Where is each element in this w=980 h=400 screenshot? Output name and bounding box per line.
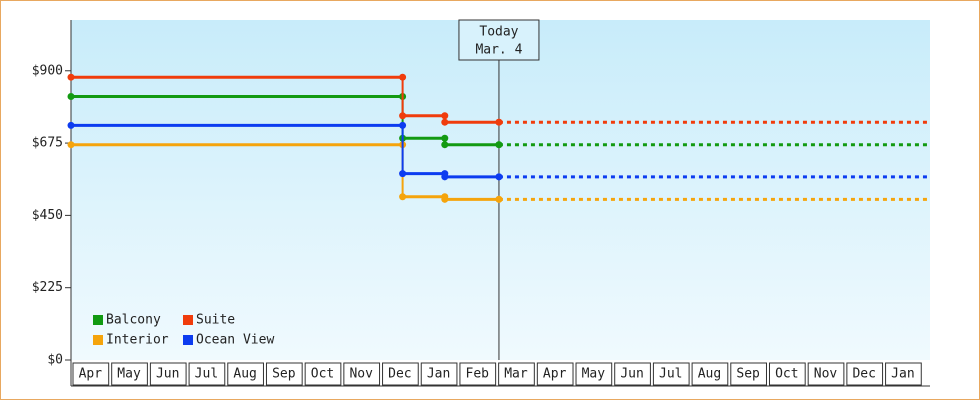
legend-label: Balcony <box>106 313 161 328</box>
legend-swatch <box>183 335 193 345</box>
month-cell <box>536 362 574 386</box>
price-point <box>441 134 449 142</box>
x-tick-label: Nov <box>349 367 373 382</box>
price-point <box>441 112 449 120</box>
y-tick-label: $0 <box>47 353 63 368</box>
x-tick-label: Aug <box>698 367 721 382</box>
x-tick-label: May <box>582 367 606 382</box>
month-cell <box>846 362 884 386</box>
price-point <box>441 141 449 149</box>
x-tick-label: Sep <box>736 367 760 382</box>
today-box <box>458 19 540 61</box>
month-cell <box>885 362 922 386</box>
month-cell <box>149 362 187 386</box>
x-tick-label: Jan <box>891 367 914 382</box>
x-tick-label: Nov <box>814 367 838 382</box>
price-point <box>399 193 407 201</box>
legend-swatch <box>183 315 193 325</box>
x-tick-label: Oct <box>311 367 334 382</box>
x-tick-label: Jul <box>659 367 682 382</box>
x-tick-label: Aug <box>233 367 256 382</box>
price-point <box>399 121 407 129</box>
x-tick-label: Jul <box>195 367 218 382</box>
x-tick-label: Dec <box>388 367 411 382</box>
month-cell <box>459 362 497 386</box>
price-point <box>67 141 75 149</box>
y-tick-label: $900 <box>32 63 63 78</box>
month-cell <box>111 362 148 386</box>
x-tick-label: Oct <box>775 367 798 382</box>
month-cell <box>382 362 419 386</box>
month-cell <box>652 362 690 386</box>
legend-label: Interior <box>106 333 169 348</box>
month-cell <box>343 362 381 386</box>
price-point <box>67 121 75 129</box>
month-cell <box>227 362 264 386</box>
price-point <box>441 195 449 203</box>
plot-area <box>71 20 930 360</box>
price-point <box>67 73 75 81</box>
x-tick-label: Jan <box>427 367 450 382</box>
month-cell <box>498 362 535 386</box>
month-cell <box>614 362 651 386</box>
price-point <box>67 92 75 100</box>
month-cell <box>691 362 729 386</box>
month-cell <box>188 362 226 386</box>
price-point <box>399 112 407 120</box>
price-point <box>441 173 449 181</box>
month-cell <box>807 362 845 386</box>
x-tick-label: Apr <box>79 367 103 382</box>
month-cell <box>730 362 767 386</box>
month-cell <box>768 362 806 386</box>
x-tick-label: Jun <box>620 367 643 382</box>
legend-swatch <box>93 315 103 325</box>
legend-swatch <box>93 335 103 345</box>
x-tick-label: Dec <box>852 367 875 382</box>
x-tick-label: Mar <box>504 367 528 382</box>
month-cell <box>72 362 110 386</box>
month-cell <box>420 362 458 386</box>
y-tick-label: $675 <box>32 136 63 151</box>
x-tick-label: Sep <box>272 367 296 382</box>
y-tick-label: $450 <box>32 208 63 223</box>
month-cell <box>265 362 303 386</box>
price-point <box>399 73 407 81</box>
y-tick-label: $225 <box>32 280 63 295</box>
today-label: Mar. 4 <box>475 43 522 58</box>
legend-label: Ocean View <box>196 333 274 348</box>
x-tick-label: Jun <box>156 367 179 382</box>
x-tick-label: May <box>117 367 141 382</box>
month-cell <box>575 362 613 386</box>
x-tick-label: Apr <box>543 367 567 382</box>
x-tick-label: Feb <box>466 367 490 382</box>
price-point <box>399 170 407 178</box>
today-label: Today <box>479 25 518 40</box>
price-point <box>441 118 449 126</box>
month-cell <box>304 362 342 386</box>
legend-label: Suite <box>196 313 235 328</box>
